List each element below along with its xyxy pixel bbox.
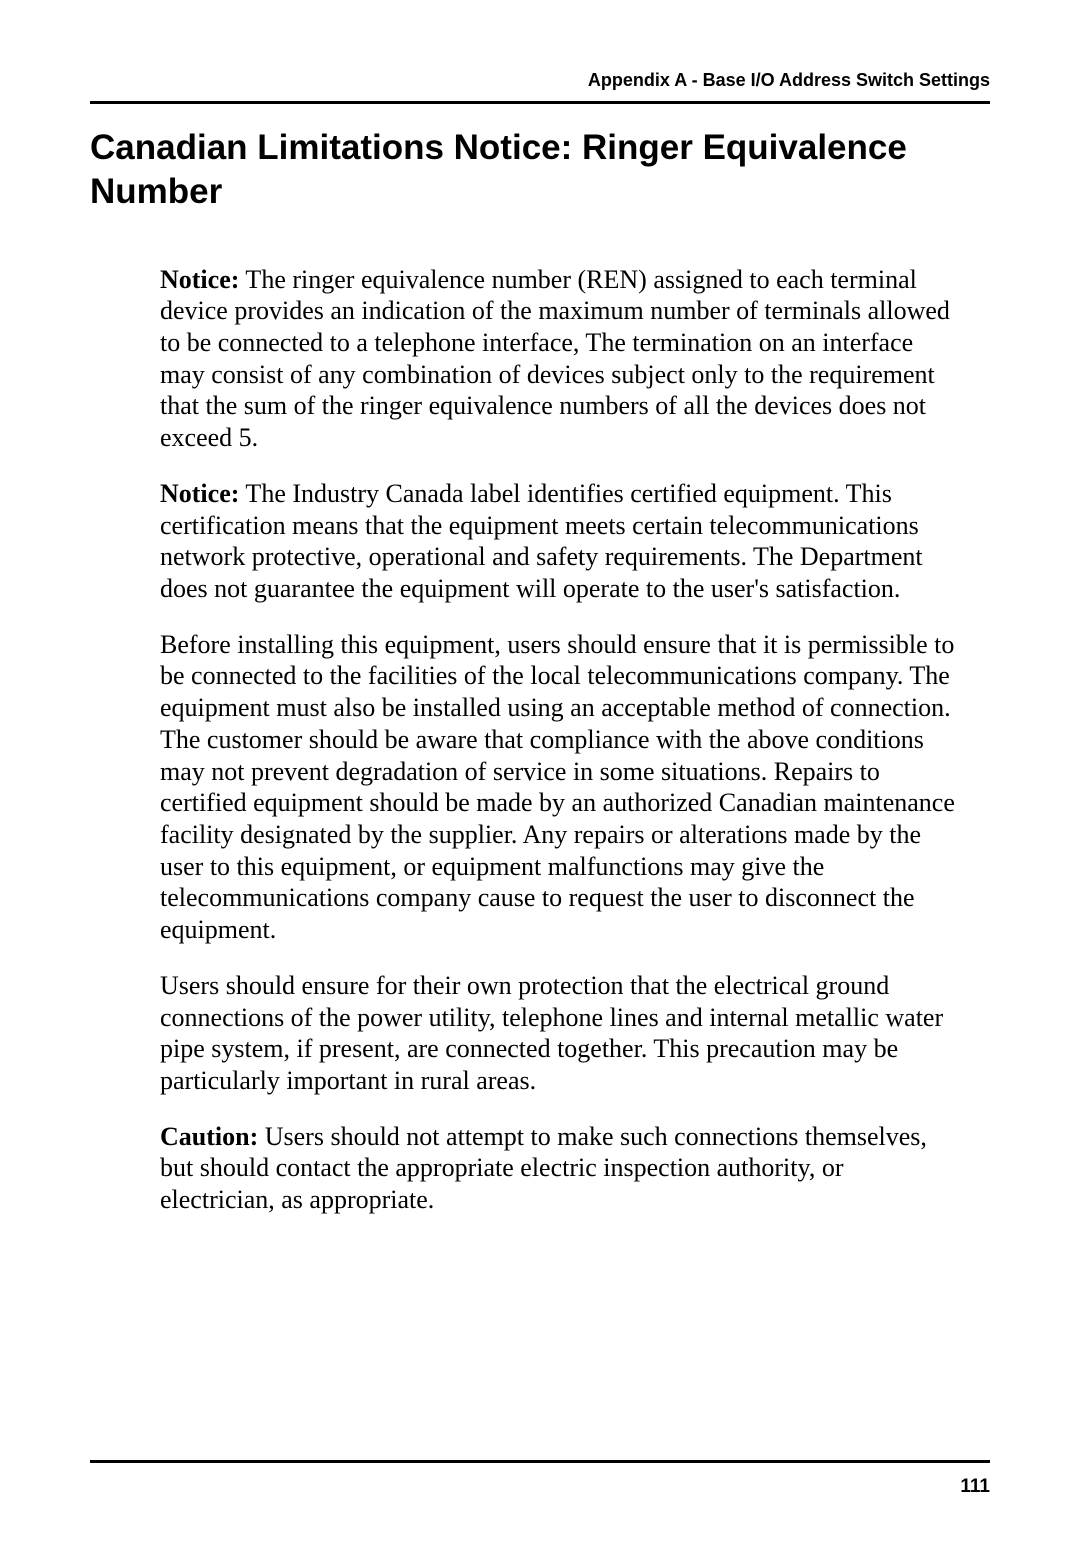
- paragraph-body: Users should not attempt to make such co…: [160, 1122, 927, 1214]
- header-text: Appendix A - Base I/O Address Switch Set…: [588, 70, 990, 90]
- paragraph-notice-2: Notice: The Industry Canada label identi…: [160, 478, 960, 605]
- footer-rule: [90, 1460, 990, 1463]
- paragraph-body: The Industry Canada label identifies cer…: [160, 479, 923, 603]
- paragraph-caution: Caution: Users should not attempt to mak…: [160, 1121, 960, 1216]
- page-header: Appendix A - Base I/O Address Switch Set…: [90, 70, 990, 104]
- paragraph-install: Before installing this equipment, users …: [160, 629, 960, 946]
- body-content: Notice: The ringer equivalence number (R…: [90, 264, 990, 1216]
- lead-label: Notice:: [160, 265, 239, 294]
- lead-label: Caution:: [160, 1122, 258, 1151]
- paragraph-protection: Users should ensure for their own protec…: [160, 970, 960, 1097]
- paragraph-body: Before installing this equipment, users …: [160, 630, 955, 944]
- lead-label: Notice:: [160, 479, 239, 508]
- page-number: 111: [960, 1476, 990, 1498]
- section-title: Canadian Limitations Notice: Ringer Equi…: [90, 126, 990, 214]
- paragraph-notice-1: Notice: The ringer equivalence number (R…: [160, 264, 960, 454]
- paragraph-body: Users should ensure for their own protec…: [160, 971, 943, 1095]
- paragraph-body: The ringer equivalence number (REN) assi…: [160, 265, 950, 453]
